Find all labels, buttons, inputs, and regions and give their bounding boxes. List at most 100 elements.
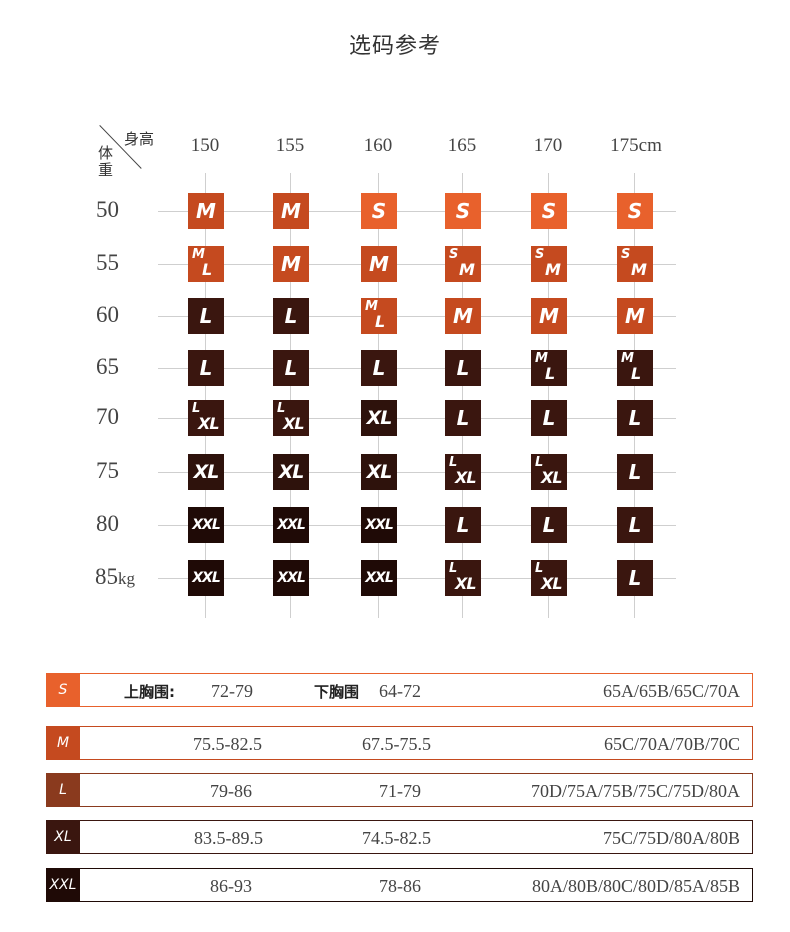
under-bust-value: 78-86 [379,876,421,896]
size-cell: L [273,298,309,334]
size-cell: L [188,350,224,386]
size-cell-label: L [199,356,213,380]
size-cell: XXL [188,560,224,596]
upper-bust-value: 79-86 [210,781,252,801]
size-cell-label: XXL [365,517,394,533]
size-cell-label-secondary: L [545,364,556,383]
height-label: 170 [533,135,563,156]
under-bust-value: 71-79 [379,781,421,801]
size-cell-label-secondary: L [202,260,213,279]
size-cell-label-secondary: XL [455,468,477,487]
size-cell-label: XXL [365,570,394,586]
size-cell: L XL [445,454,481,490]
size-grid: 150 155 160 165 170 175cm 50 55 60 65 70 75 80 85kg M M… [49,135,676,618]
size-cell: XL [361,400,397,436]
upper-bust-label: 上胸围: [124,683,175,701]
size-cell-label: XXL [277,570,306,586]
grid-hline [158,368,676,369]
size-cell: L [361,350,397,386]
size-cell: L [188,298,224,334]
size-cell-label-secondary: M [459,260,475,279]
size-cell-label: XL [366,461,393,483]
size-cell: XXL [361,560,397,596]
size-cell-label: M [281,199,301,223]
weight-label: 70 [49,404,119,430]
height-label: 150 [190,135,220,156]
size-cell: L [531,507,567,543]
size-cell: S [617,193,653,229]
bra-size-value: 70D/75A/75B/75C/75D/80A [530,781,740,801]
grid-hline [158,316,676,317]
size-cell-label-primary: L [449,561,458,576]
weight-value: 70 [96,404,119,429]
size-cell-label: L [628,460,642,484]
size-cell-label: S [627,199,643,223]
size-cell-label: L [372,356,386,380]
size-cell-label-secondary: L [631,364,642,383]
corner-height-label: 身高 [124,130,155,148]
size-cell-label: L [456,356,470,380]
size-cell: M [531,298,567,334]
size-cell-label: M [369,252,389,276]
grid-vline [290,173,291,618]
size-cell-label: XXL [192,517,221,533]
size-cell: L [617,507,653,543]
size-cell-label: M [453,304,473,328]
upper-bust-value: 72-79 [211,681,253,701]
size-cell-label: L [284,356,298,380]
weight-value: 60 [96,302,119,327]
size-row: S 上胸围: 下胸围 72-79 64-72 65A/65B/65C/70A [46,673,753,707]
size-swatch: M [46,726,80,760]
size-cell-label: S [371,199,387,223]
size-swatch: S [46,673,80,707]
size-cell-label: L [542,406,556,430]
upper-bust-value: 83.5-89.5 [194,828,263,848]
size-swatch: L [46,773,80,807]
size-cell-label: S [541,199,557,223]
size-cell-label-secondary: XL [455,574,477,593]
weight-value: 80 [96,511,119,536]
page-title: 选码参考 [348,34,441,59]
size-cell: L XL [188,400,224,436]
size-cell-label: M [196,199,216,223]
size-cell: S [361,193,397,229]
weight-value: 55 [96,250,119,275]
size-cell-label: M [281,252,301,276]
size-cell: M [188,193,224,229]
upper-bust-value: 75.5-82.5 [193,734,262,754]
grid-hline [158,578,676,579]
size-cell-label-primary: L [277,401,286,416]
weight-value: 50 [96,197,119,222]
grid-vline [634,173,635,618]
weight-value: 75 [96,458,119,483]
size-cell-label-primary: S [535,247,545,262]
weight-label: 75 [49,458,119,484]
weight-label: 55 [49,250,119,276]
size-cell-label: L [628,566,642,590]
size-cell-label: L [284,304,298,328]
under-bust-label: 下胸围 [314,683,360,701]
size-cell: L [617,560,653,596]
bra-size-value: 75C/75D/80A/80B [602,828,740,848]
weight-label: 60 [49,302,119,328]
size-cell: L XL [273,400,309,436]
size-cell-label-secondary: XL [198,414,220,433]
weight-value: 85 [95,564,118,589]
size-cell-label-primary: M [535,351,548,366]
size-row: M 75.5-82.5 67.5-75.5 65C/70A/70B/70C [46,726,753,760]
size-cell-label: L [456,513,470,537]
size-cell-label: L [199,304,213,328]
size-cell: L [445,400,481,436]
size-cell: M [273,193,309,229]
weight-label: 65 [49,354,119,380]
bra-size-value: 80A/80B/80C/80D/85A/85B [531,876,740,896]
height-label: 165 [447,135,477,156]
size-cell-label-primary: M [365,299,378,314]
size-cell: M [361,246,397,282]
size-cell-label: L [628,513,642,537]
size-cell-label-secondary: XL [541,574,563,593]
